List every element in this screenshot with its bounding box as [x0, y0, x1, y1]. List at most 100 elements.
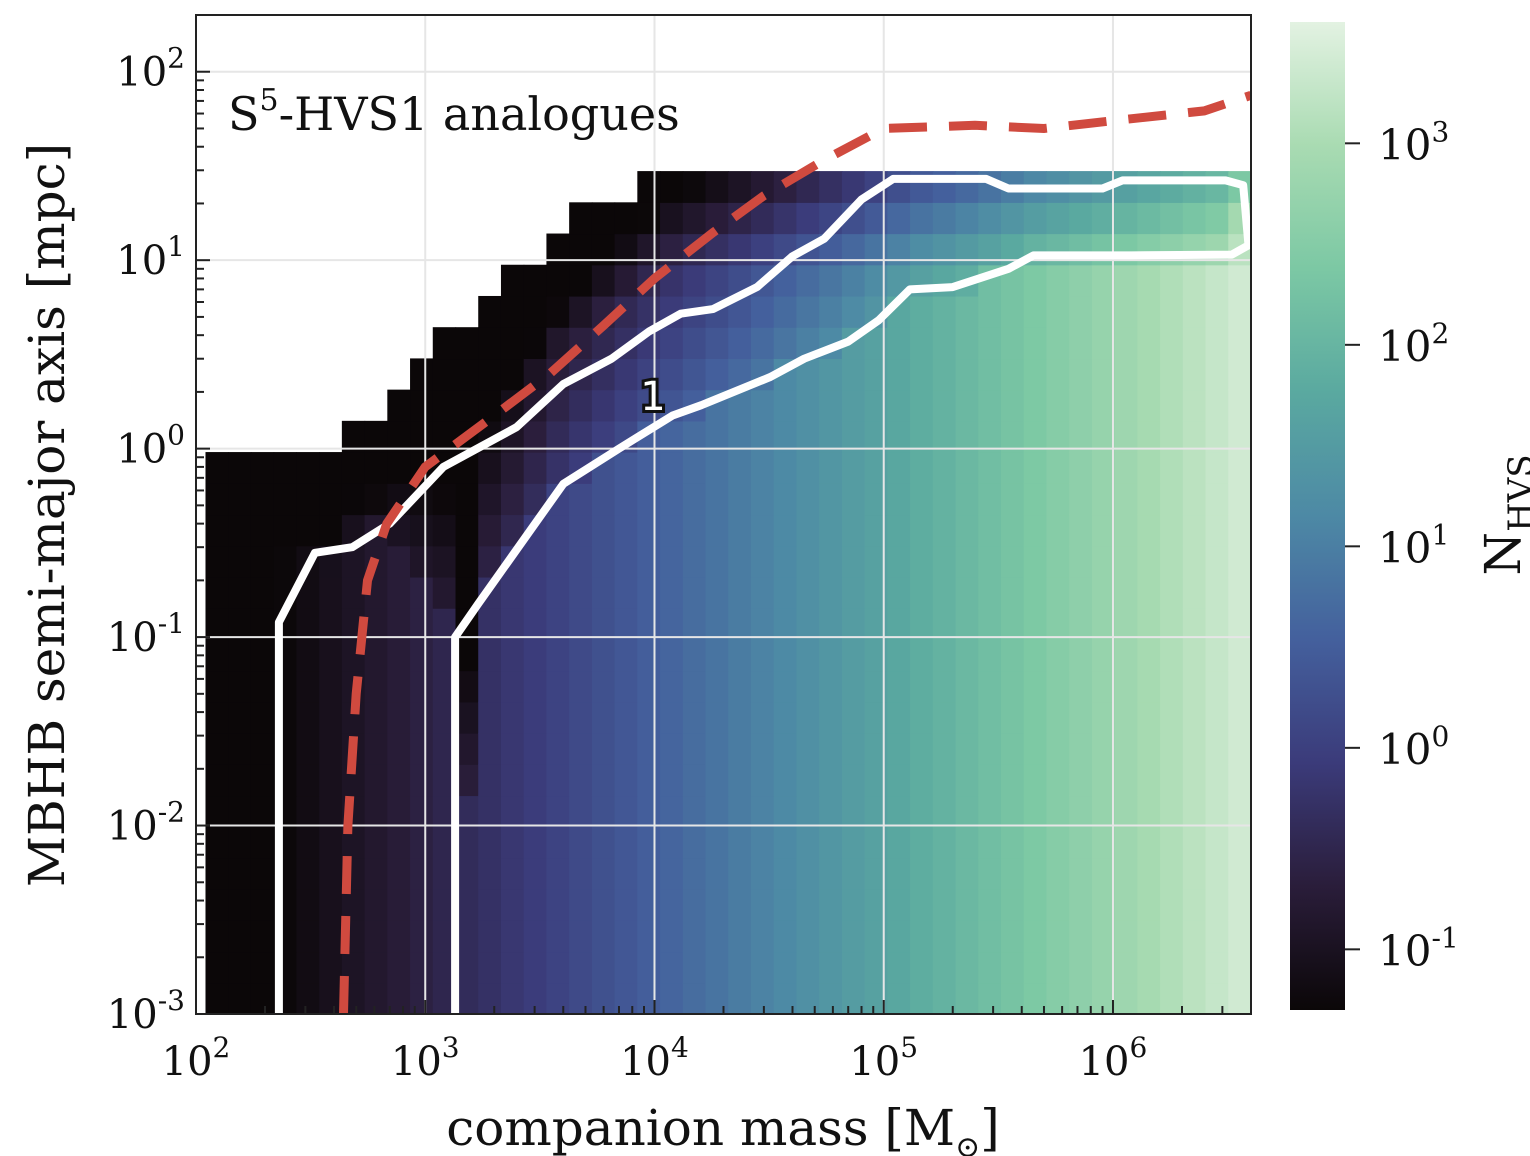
heatmap-cell [1114, 171, 1138, 203]
heatmap-cell [728, 608, 752, 640]
heatmap-cell [410, 420, 434, 453]
heatmap-cell [910, 295, 934, 328]
heatmap-cell [478, 545, 502, 578]
heatmap-cell [614, 920, 638, 953]
heatmap-cell [819, 982, 843, 1014]
heatmap-cell [500, 514, 525, 547]
heatmap-cell [228, 982, 252, 1014]
heatmap-cell [1069, 264, 1093, 297]
heatmap-cell [1046, 295, 1070, 328]
heatmap-cell [637, 764, 661, 797]
heatmap-cell [773, 327, 798, 360]
heatmap-cell [478, 920, 502, 953]
heatmap-cell [432, 389, 457, 422]
heatmap-cell [523, 358, 548, 391]
heatmap-cell [1137, 608, 1161, 640]
heatmap-cell [1000, 608, 1025, 640]
heatmap-cell [500, 358, 525, 391]
heatmap-cell [682, 420, 707, 453]
heatmap-cell [910, 639, 934, 672]
heatmap-cell [660, 327, 684, 360]
colorbar-tick-label: 103 [1378, 115, 1449, 169]
heatmap-cell [796, 920, 820, 953]
heatmap-cell [250, 545, 275, 578]
heatmap-cell [978, 576, 1002, 609]
heatmap-cell [500, 795, 525, 828]
heatmap-cell [637, 982, 661, 1014]
heatmap-cell [364, 639, 388, 672]
heatmap-cell [682, 670, 707, 703]
heatmap-cell [455, 545, 479, 578]
heatmap-cell [1069, 295, 1093, 328]
heatmap-cell [1000, 202, 1025, 235]
heatmap-cell [319, 982, 343, 1014]
heatmap-cell [819, 701, 843, 734]
heatmap-cell [1069, 514, 1093, 547]
heatmap-cell [1091, 951, 1116, 984]
heatmap-cell [478, 889, 502, 921]
heatmap-cell [773, 982, 798, 1014]
heatmap-cell [523, 639, 548, 672]
heatmap-cell [228, 670, 252, 703]
heatmap-cell [1160, 483, 1184, 516]
heatmap-cell [250, 857, 275, 890]
heatmap-cell [1046, 545, 1070, 578]
heatmap-cell [910, 608, 934, 640]
heatmap-cell [728, 889, 752, 921]
heatmap-cell [682, 826, 707, 859]
heatmap-cell [955, 857, 979, 890]
heatmap-cell [250, 982, 275, 1014]
heatmap-cell [910, 358, 934, 391]
heatmap-cell [932, 701, 957, 734]
heatmap-cell [1182, 920, 1207, 953]
heatmap-cell [682, 951, 707, 984]
heatmap-cell [728, 670, 752, 703]
heatmap-cell [387, 545, 411, 578]
heatmap-cell [932, 795, 957, 828]
heatmap-cell [910, 920, 934, 953]
heatmap-cell [614, 795, 638, 828]
heatmap-cell [569, 701, 593, 734]
heatmap-cell [1205, 264, 1229, 297]
heatmap-cell [637, 701, 661, 734]
heatmap-cell [205, 483, 229, 516]
heatmap-cell [387, 764, 411, 797]
heatmap-cell [591, 389, 616, 422]
heatmap-cell [1205, 327, 1229, 360]
heatmap-cell [1046, 701, 1070, 734]
heatmap-cell [341, 545, 366, 578]
heatmap-cell [841, 733, 866, 765]
heatmap-cell [1046, 639, 1070, 672]
heatmap-cell [955, 389, 979, 422]
heatmap-cell [478, 295, 502, 328]
heatmap-cell [410, 576, 434, 609]
heatmap-cell [319, 764, 343, 797]
heatmap-cell [887, 576, 911, 609]
heatmap-cell [1046, 764, 1070, 797]
heatmap-cell [364, 608, 388, 640]
heatmap-cell [955, 514, 979, 547]
heatmap-cell [569, 264, 593, 297]
heatmap-cell [819, 295, 843, 328]
heatmap-cell [1046, 857, 1070, 890]
heatmap-cell [1091, 327, 1116, 360]
heatmap-cell [660, 420, 684, 453]
heatmap-cell [1182, 264, 1207, 297]
heatmap-cell [1069, 733, 1093, 765]
heatmap-cell [1000, 920, 1025, 953]
heatmap-cell [887, 202, 911, 235]
heatmap-cell [705, 733, 729, 765]
heatmap-cell [705, 670, 729, 703]
heatmap-cell [728, 389, 752, 422]
heatmap-cell [1160, 389, 1184, 422]
heatmap-cell [841, 701, 866, 734]
heatmap-cell [341, 826, 366, 859]
heatmap-cell [1228, 857, 1251, 890]
heatmap-cell [1091, 420, 1116, 453]
heatmap-cell [1023, 795, 1048, 828]
heatmap-cell [887, 358, 911, 391]
heatmap-cell [1046, 795, 1070, 828]
heatmap-cell [910, 514, 934, 547]
heatmap-cell [410, 889, 434, 921]
heatmap-cell [1091, 639, 1116, 672]
